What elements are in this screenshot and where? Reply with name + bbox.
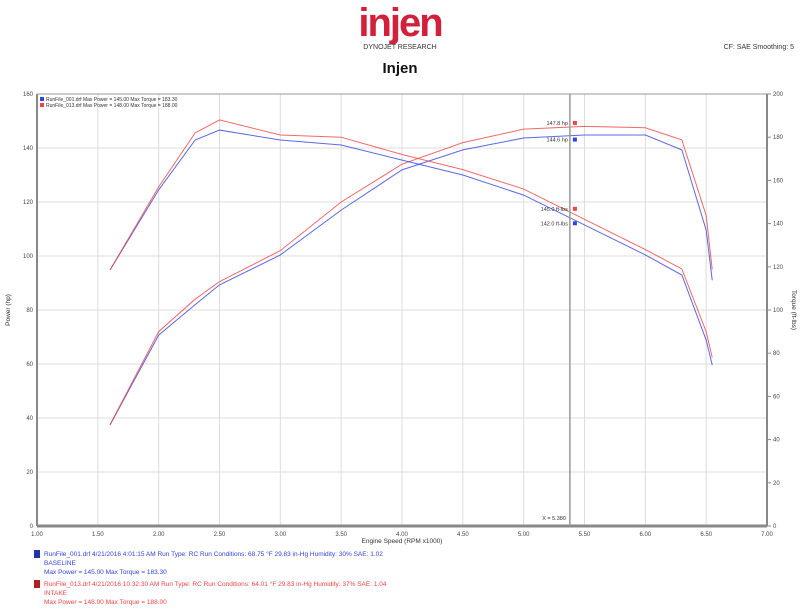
x-tick-label: 2.00 xyxy=(153,532,165,538)
run2-swatch xyxy=(34,580,40,589)
run1-details: RunFile_001.drf 4/21/2016 4:01:15 AM Run… xyxy=(44,551,383,558)
y2-tick-label: 0 xyxy=(773,524,777,530)
y-tick-label: 20 xyxy=(26,470,33,476)
cursor-value-label: 147.8 hp xyxy=(546,121,567,127)
y-tick-label: 40 xyxy=(26,416,33,422)
cursor-marker xyxy=(572,221,577,226)
y2-tick-label: 120 xyxy=(773,265,784,271)
x-tick-label: 7.00 xyxy=(761,532,773,538)
dyno-chart: 1.00 1.50 2.00 2.50 3.00 3.50 4.00 4.50 5.00 5.50… xyxy=(5,92,797,545)
chart-title: Injen xyxy=(382,60,418,77)
cursor-marker xyxy=(572,137,577,142)
legend-entry: RunFile_013.drf Max Power = 148.00 Max T… xyxy=(46,103,178,109)
run-info-2: RunFile_013.drf 4/21/2016 10:32:30 AM Ru… xyxy=(34,580,387,607)
legend-swatch xyxy=(40,97,44,101)
x-tick-label: 1.00 xyxy=(31,532,43,538)
y-tick-label: 140 xyxy=(23,146,34,152)
y2-axis-label: Torque (ft-lbs) xyxy=(790,290,797,330)
y-tick-label: 120 xyxy=(23,200,34,206)
x-tick-label: 4.00 xyxy=(396,532,408,538)
run1-swatch xyxy=(34,550,40,559)
series-line-power-2 xyxy=(109,125,713,425)
cursor-marker xyxy=(572,206,577,211)
x-tick-label: 3.00 xyxy=(274,532,286,538)
x-tick-label: 2.50 xyxy=(214,532,226,538)
y-tick-label: 60 xyxy=(26,362,33,368)
x-tick-label: 4.50 xyxy=(457,532,469,538)
company-name: DYNOJET RESEARCH xyxy=(363,44,437,51)
x-tick-label: 5.50 xyxy=(579,532,591,538)
run1-max: Max Power = 145.00 Max Torque = 183.30 xyxy=(44,569,167,576)
run2-note: INTAKE xyxy=(44,590,67,597)
series-line-power-1 xyxy=(109,134,713,426)
legend-swatch xyxy=(40,103,44,107)
y2-tick-label: 100 xyxy=(773,308,784,314)
x-tick-label: 5.00 xyxy=(518,532,530,538)
run2-details: RunFile_013.drf 4/21/2016 10:32:30 AM Ru… xyxy=(44,581,387,588)
cursor-value-label: 144.6 hp xyxy=(546,138,567,144)
y2-tick-label: 40 xyxy=(773,438,780,444)
x-tick-label: 6.00 xyxy=(639,532,651,538)
y-tick-label: 100 xyxy=(23,254,34,260)
x-tick-label: 1.50 xyxy=(92,532,104,538)
series-line-torque-2 xyxy=(109,119,713,358)
y-tick-label: 160 xyxy=(23,92,34,98)
y2-tick-label: 180 xyxy=(773,135,784,141)
cursor-value-label: 145.0 ft-lbs xyxy=(541,207,568,213)
y-tick-label: 0 xyxy=(30,524,34,530)
cursor-readout: X = 5.380 xyxy=(542,516,566,522)
legend-entry: RunFile_001.drf Max Power = 145.00 Max T… xyxy=(46,97,178,103)
y2-tick-label: 60 xyxy=(773,394,780,400)
series-line-torque-1 xyxy=(109,129,713,366)
y2-tick-label: 200 xyxy=(773,92,784,98)
y-axis-label: Power (hp) xyxy=(5,294,12,326)
run-info-1: RunFile_001.drf 4/21/2016 4:01:15 AM Run… xyxy=(34,550,383,577)
y2-tick-label: 80 xyxy=(773,351,780,357)
y-tick-label: 80 xyxy=(26,308,33,314)
x-tick-label: 3.50 xyxy=(335,532,347,538)
run1-note: BASELINE xyxy=(44,560,76,567)
x-tick-label: 6.50 xyxy=(700,532,712,538)
cursor-marker xyxy=(572,120,577,125)
run2-max: Max Power = 148.00 Max Torque = 188.00 xyxy=(44,599,167,606)
x-axis-label: Engine Speed (RPM x1000) xyxy=(362,538,443,545)
settings-text: CF: SAE Smoothing: 5 xyxy=(723,44,794,51)
cursor-value-label: 142.0 ft-lbs xyxy=(541,221,568,227)
y2-tick-label: 140 xyxy=(773,222,784,228)
y2-tick-label: 20 xyxy=(773,481,780,487)
y2-tick-label: 160 xyxy=(773,178,784,184)
injen-logo: injen xyxy=(358,1,443,45)
